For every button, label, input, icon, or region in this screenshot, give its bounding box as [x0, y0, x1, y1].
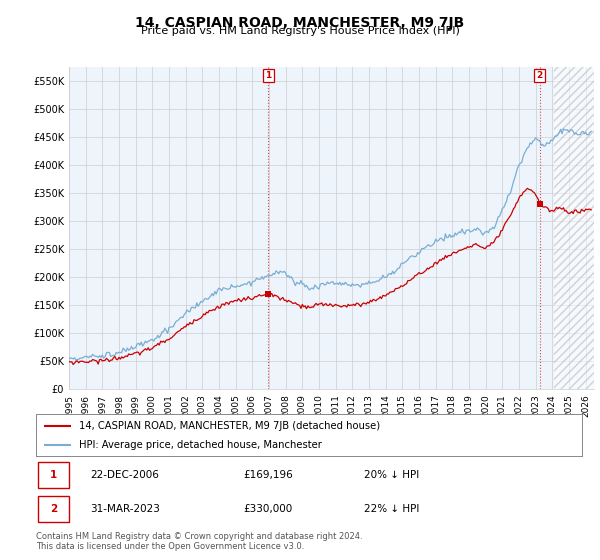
Text: HPI: Average price, detached house, Manchester: HPI: Average price, detached house, Manc… [79, 440, 322, 450]
Text: 14, CASPIAN ROAD, MANCHESTER, M9 7JB (detached house): 14, CASPIAN ROAD, MANCHESTER, M9 7JB (de… [79, 421, 380, 431]
Text: Price paid vs. HM Land Registry's House Price Index (HPI): Price paid vs. HM Land Registry's House … [140, 26, 460, 36]
FancyBboxPatch shape [38, 461, 70, 488]
Text: 31-MAR-2023: 31-MAR-2023 [91, 504, 160, 514]
Text: 2: 2 [537, 71, 543, 80]
Text: Contains HM Land Registry data © Crown copyright and database right 2024.
This d: Contains HM Land Registry data © Crown c… [36, 532, 362, 552]
Text: £330,000: £330,000 [244, 504, 293, 514]
Text: 1: 1 [265, 71, 272, 80]
Text: 1: 1 [50, 470, 57, 480]
FancyBboxPatch shape [38, 496, 70, 522]
Text: 22% ↓ HPI: 22% ↓ HPI [364, 504, 419, 514]
Text: 14, CASPIAN ROAD, MANCHESTER, M9 7JB: 14, CASPIAN ROAD, MANCHESTER, M9 7JB [136, 16, 464, 30]
Text: 20% ↓ HPI: 20% ↓ HPI [364, 470, 419, 480]
Bar [554, 67, 594, 389]
Text: 2: 2 [50, 504, 57, 514]
Text: £169,196: £169,196 [244, 470, 293, 480]
Text: 22-DEC-2006: 22-DEC-2006 [91, 470, 160, 480]
